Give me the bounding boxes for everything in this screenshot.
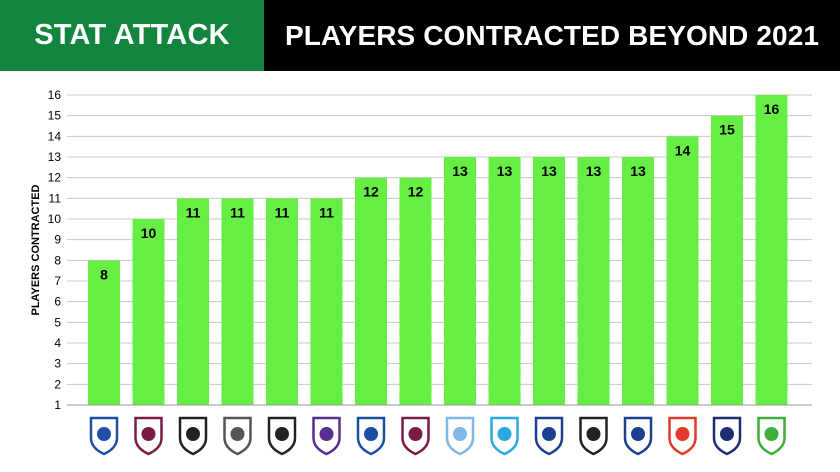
y-tick-label: 11 bbox=[49, 191, 62, 205]
y-tick-label: 8 bbox=[54, 253, 61, 267]
bar-value-label: 16 bbox=[764, 101, 780, 117]
y-tick-label: 2 bbox=[54, 377, 61, 391]
bar-value-label: 11 bbox=[275, 204, 290, 220]
eels-logo-emblem bbox=[364, 427, 378, 441]
bar bbox=[132, 219, 165, 405]
y-tick-label: 9 bbox=[54, 233, 61, 247]
storm-logo-emblem bbox=[319, 427, 334, 441]
bulldogs-logo-emblem bbox=[97, 427, 111, 441]
broncos-logo-emblem bbox=[408, 427, 423, 441]
bar-value-label: 11 bbox=[186, 204, 201, 220]
bar-value-label: 13 bbox=[630, 163, 646, 179]
bar bbox=[711, 115, 743, 406]
y-tick-label: 16 bbox=[48, 88, 62, 102]
bar bbox=[88, 260, 120, 405]
rabbitohs-logo-emblem bbox=[275, 427, 289, 441]
bar bbox=[755, 95, 788, 405]
y-tick-label: 10 bbox=[48, 212, 62, 226]
y-tick-label: 3 bbox=[54, 357, 61, 371]
bar-value-label: 13 bbox=[497, 163, 513, 179]
dragons-logo-emblem bbox=[230, 427, 245, 441]
bar-value-label: 14 bbox=[675, 142, 691, 158]
bar bbox=[266, 198, 298, 405]
cowboys-logo-emblem bbox=[720, 427, 734, 441]
bar bbox=[355, 177, 387, 405]
chart-title: PLAYERS CONTRACTED BEYOND 2021 bbox=[264, 0, 840, 71]
bar bbox=[533, 157, 565, 405]
y-tick-label: 15 bbox=[48, 109, 62, 123]
y-tick-label: 7 bbox=[54, 274, 61, 288]
bar bbox=[488, 157, 521, 405]
bar-value-label: 10 bbox=[141, 225, 157, 241]
dolphins-logo-emblem bbox=[675, 427, 690, 441]
sharks-logo-emblem bbox=[497, 427, 512, 441]
y-tick-label: 1 bbox=[54, 398, 61, 412]
bar bbox=[577, 157, 610, 405]
y-tick-label: 14 bbox=[48, 129, 62, 143]
y-tick-label: 5 bbox=[54, 315, 61, 329]
roosters-logo-emblem bbox=[542, 427, 556, 441]
bar bbox=[221, 198, 254, 405]
bar-value-label: 15 bbox=[719, 122, 735, 138]
y-tick-label: 13 bbox=[48, 150, 62, 164]
bar-value-label: 13 bbox=[586, 163, 602, 179]
bar-value-label: 13 bbox=[452, 163, 468, 179]
bar-value-label: 12 bbox=[363, 184, 379, 200]
y-tick-label: 6 bbox=[54, 295, 61, 309]
bar bbox=[666, 136, 699, 406]
bar-value-label: 11 bbox=[230, 204, 245, 220]
bar bbox=[444, 157, 476, 405]
bar bbox=[622, 157, 654, 405]
knights-logo-emblem bbox=[631, 427, 645, 441]
raiders-logo-emblem bbox=[764, 427, 779, 441]
bar bbox=[177, 198, 209, 405]
y-tick-label: 4 bbox=[54, 336, 61, 350]
bar-value-label: 8 bbox=[100, 266, 108, 282]
bar-value-label: 11 bbox=[319, 204, 334, 220]
bar bbox=[310, 198, 343, 405]
bar-value-label: 12 bbox=[408, 184, 424, 200]
header: STAT ATTACK PLAYERS CONTRACTED BEYOND 20… bbox=[0, 0, 840, 71]
y-tick-label: 12 bbox=[48, 171, 62, 185]
warriors-logo-emblem bbox=[586, 427, 601, 441]
bar bbox=[399, 177, 432, 405]
tigers-logo-emblem bbox=[186, 427, 200, 441]
bar-value-label: 13 bbox=[541, 163, 557, 179]
sea-eagles-logo-emblem bbox=[141, 427, 156, 441]
titans-logo-emblem bbox=[453, 427, 467, 441]
stat-attack-title: STAT ATTACK bbox=[0, 0, 264, 71]
